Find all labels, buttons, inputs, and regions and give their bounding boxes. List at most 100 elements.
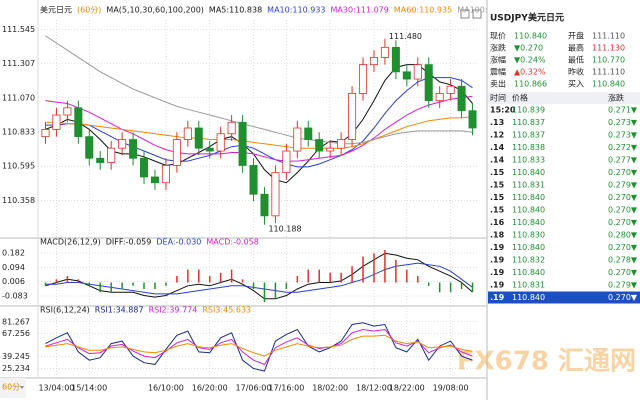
tick-cell[interactable]: 0.270▼ xyxy=(608,218,638,227)
candle-body xyxy=(271,172,280,217)
legend-entry: MACD:-0.058 xyxy=(206,238,258,247)
tick-cell[interactable]: 110.831 xyxy=(512,181,545,190)
candle-body xyxy=(194,127,203,149)
candle-body xyxy=(348,93,357,140)
tick-cell[interactable]: 15:20 xyxy=(490,106,516,115)
candle-body xyxy=(435,93,444,102)
quote-value: 110.840 xyxy=(592,80,625,89)
legend-entry: DIFF:-0.059 xyxy=(106,238,152,247)
indicator-label: MA(5,10,30,60,100,200) xyxy=(106,6,204,15)
y-tick-label: 0.006 xyxy=(2,277,25,286)
settings-icon[interactable] xyxy=(460,9,470,19)
tick-cell[interactable]: 0.280▼ xyxy=(608,231,638,240)
tick-cell[interactable]: 0.272▼ xyxy=(608,143,638,152)
tick-cell[interactable]: 0.279▼ xyxy=(608,181,638,190)
candle-body xyxy=(96,157,105,163)
tick-cell[interactable]: .19 xyxy=(490,268,505,277)
tick-cell[interactable]: 0.270▼ xyxy=(608,206,638,215)
y-tick-label: 110.358 xyxy=(2,196,35,205)
tick-cell[interactable]: 110.840 xyxy=(512,206,545,215)
legend-entry: MA5:110.838 xyxy=(209,6,262,15)
tick-cell[interactable]: .15 xyxy=(490,168,505,177)
tick-cell[interactable]: .15 xyxy=(490,181,505,190)
dropdown-arrow[interactable] xyxy=(20,386,24,389)
quote-value: ▼0.270 xyxy=(514,44,543,53)
tick-cell[interactable]: 110.830 xyxy=(512,231,545,240)
quote-value: ▲0.32% xyxy=(514,68,546,77)
tick-cell[interactable]: 110.840 xyxy=(512,268,545,277)
tick-cell[interactable]: 0.278▼ xyxy=(608,256,638,265)
tick-cell[interactable]: .13 xyxy=(490,118,504,127)
selected-row[interactable] xyxy=(488,291,640,304)
tick-cell[interactable]: .16 xyxy=(490,218,505,227)
tick-cell[interactable]: 0.270▼ xyxy=(608,168,638,177)
tick-cell[interactable]: 110.840 xyxy=(512,193,545,202)
quote-label: 买入 xyxy=(568,80,584,89)
candle-body xyxy=(391,46,400,73)
tick-cell[interactable]: .19 xyxy=(490,256,505,265)
tick-cell[interactable]: .15 xyxy=(490,206,505,215)
tick-cell[interactable]: 0.270▼ xyxy=(608,293,638,302)
tick-cell[interactable]: 110.840 xyxy=(512,168,545,177)
quote-value: 111.110 xyxy=(592,32,625,41)
legend-entry: MA10:110.933 xyxy=(267,6,325,15)
tick-cell[interactable]: 0.270▼ xyxy=(608,243,638,252)
x-tick-label: 19/08:00 xyxy=(433,384,469,393)
candle-body xyxy=(140,157,149,178)
indicator-line xyxy=(45,35,473,145)
tick-cell[interactable]: 110.840 xyxy=(512,243,545,252)
tick-cell[interactable]: 0.270▼ xyxy=(608,193,638,202)
indicator-line xyxy=(45,77,473,168)
tick-cell[interactable]: 0.270▼ xyxy=(608,268,638,277)
indicator-line xyxy=(45,262,473,295)
tick-cell[interactable]: .14 xyxy=(490,156,505,165)
y-tick-label: 0.182 xyxy=(2,249,25,258)
quote-value: 110.840 xyxy=(514,32,547,41)
candle-body xyxy=(359,64,368,94)
y-tick-label: 111.070 xyxy=(2,93,35,102)
tick-cell[interactable]: .14 xyxy=(490,143,505,152)
tick-cell[interactable]: 110.831 xyxy=(512,281,545,290)
tick-cell[interactable]: 110.840 xyxy=(512,218,545,227)
tick-cell[interactable]: 110.833 xyxy=(512,156,545,165)
quote-value: 110.866 xyxy=(514,80,547,89)
tick-cell[interactable]: 110.837 xyxy=(512,131,545,140)
tick-cell[interactable]: .19 xyxy=(490,243,505,252)
candle-body xyxy=(129,139,138,159)
x-tick-label: 15/14:00 xyxy=(71,384,107,393)
y-tick-label: 110.595 xyxy=(2,162,35,171)
quote-value: 111.130 xyxy=(592,44,625,53)
indicator-line xyxy=(45,95,473,162)
indicator-line xyxy=(45,116,473,149)
quote-value: 110.770 xyxy=(592,56,625,65)
tick-cell[interactable]: 110.840 xyxy=(512,293,545,302)
tick-cell[interactable]: .19 xyxy=(490,293,505,302)
tick-cell[interactable]: 0.279▼ xyxy=(608,281,638,290)
period-footer[interactable]: 60分 xyxy=(2,383,20,392)
tick-cell[interactable]: 0.273▼ xyxy=(608,118,638,127)
tick-cell[interactable]: .15 xyxy=(490,193,505,202)
tick-cell[interactable]: 0.271▼ xyxy=(608,106,638,115)
candle-body xyxy=(172,139,181,166)
tick-cell[interactable]: .18 xyxy=(490,231,505,240)
expand-icon[interactable] xyxy=(472,9,482,19)
y-tick-label: 110.833 xyxy=(2,127,35,136)
tick-cell[interactable]: 110.839 xyxy=(512,106,545,115)
tick-cell[interactable]: 110.832 xyxy=(512,256,545,265)
indicator-line xyxy=(45,334,473,357)
candle-body xyxy=(380,46,389,58)
tick-cell[interactable]: .12 xyxy=(490,131,504,140)
tick-cell[interactable]: 0.277▼ xyxy=(608,156,638,165)
symbol: USDJPY xyxy=(490,14,528,24)
candle-body xyxy=(446,85,455,94)
tick-cell[interactable]: 0.273▼ xyxy=(608,131,638,140)
tick-cell[interactable]: 110.838 xyxy=(512,143,545,152)
tick-header: 时间 xyxy=(490,93,506,103)
tick-header-bg xyxy=(488,92,640,104)
tick-cell[interactable]: 110.837 xyxy=(512,118,545,127)
tick-cell[interactable]: .19 xyxy=(490,281,505,290)
x-tick-label: 17/06:00 xyxy=(236,384,272,393)
candle-body xyxy=(161,165,170,184)
quote-label: 最低 xyxy=(568,55,584,65)
period-selector[interactable] xyxy=(0,378,26,398)
